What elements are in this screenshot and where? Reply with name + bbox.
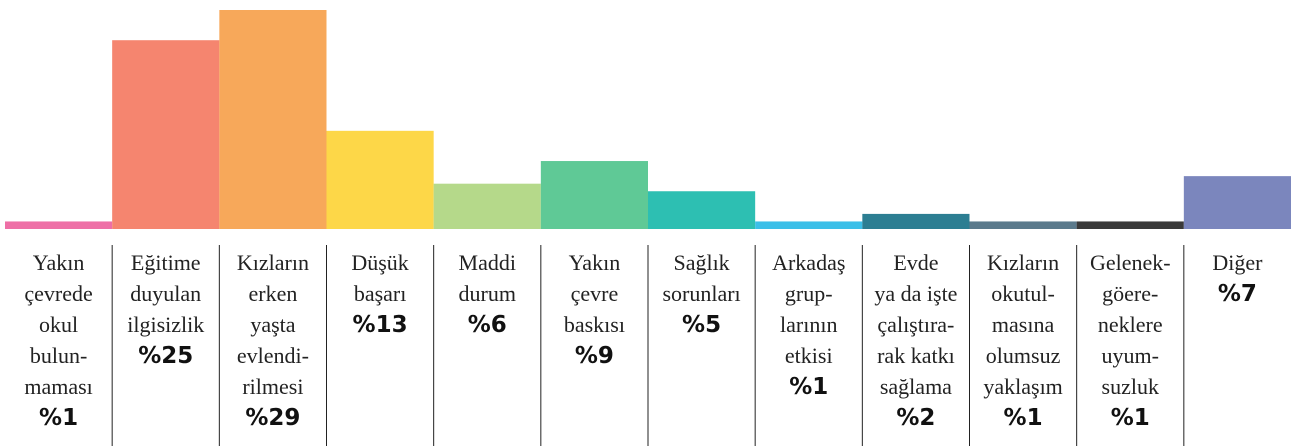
category-label: ya da işte	[874, 281, 957, 306]
value-label: %29	[245, 405, 300, 431]
bar	[540, 161, 648, 229]
value-label: %1	[1111, 405, 1150, 431]
category-label: uyum-	[1102, 343, 1159, 368]
value-label: %1	[789, 374, 828, 400]
category-label: yaklaşım	[983, 374, 1062, 399]
category-label: rak katkı	[877, 343, 955, 368]
category-label: olumsuz	[986, 343, 1061, 368]
category-label: Evde	[893, 250, 938, 275]
category-label: etkisi	[785, 343, 833, 368]
value-label: %2	[896, 405, 935, 431]
category-label: Gelenek-	[1090, 250, 1171, 275]
category-label: rilmesi	[242, 374, 303, 399]
category-label: maması	[24, 374, 92, 399]
bar	[1183, 176, 1291, 229]
bar	[433, 183, 541, 229]
category-label: Maddi	[459, 250, 516, 275]
category-label: göere-	[1102, 281, 1158, 306]
category-label: neklere	[1098, 312, 1163, 337]
category-label: çevrede	[24, 281, 92, 306]
category-label: bulun-	[30, 343, 87, 368]
bar	[326, 130, 434, 229]
category-label: başarı	[354, 281, 407, 306]
category-label: grup-	[785, 281, 833, 306]
category-label: çalıştıra-	[877, 312, 954, 337]
category-label: Kızların	[987, 250, 1059, 275]
category-label: Diğer	[1212, 250, 1263, 275]
value-label: %25	[138, 343, 193, 369]
bar	[648, 191, 756, 229]
category-label: suzluk	[1102, 374, 1159, 399]
category-label: çevre	[571, 281, 619, 306]
bar	[112, 40, 220, 230]
category-label: Yakın	[569, 250, 621, 275]
value-label: %13	[353, 312, 408, 338]
category-label: Yakın	[33, 250, 85, 275]
value-label: %7	[1218, 281, 1257, 307]
bar	[219, 10, 327, 229]
value-label: %5	[682, 312, 721, 338]
bar	[755, 221, 863, 229]
value-label: %9	[575, 343, 614, 369]
category-label: larının	[780, 312, 837, 337]
bar	[969, 221, 1077, 229]
category-label: Arkadaş	[772, 250, 845, 275]
category-label: erken	[248, 281, 297, 306]
category-label: ilgisizlik	[127, 312, 204, 337]
category-label: Kızların	[237, 250, 309, 275]
bar	[1076, 221, 1184, 229]
bar	[5, 221, 113, 229]
category-label: Eğitime	[131, 250, 201, 275]
category-label: duyulan	[130, 281, 201, 306]
category-label: baskısı	[564, 312, 625, 337]
value-label: %6	[468, 312, 507, 338]
category-label: sağlama	[880, 374, 952, 399]
category-label: okul	[39, 312, 78, 337]
bar	[862, 213, 970, 229]
category-label: evlendi-	[237, 343, 309, 368]
category-label: durum	[459, 281, 516, 306]
value-label: %1	[1004, 405, 1043, 431]
category-label: okutul-	[991, 281, 1055, 306]
value-label: %1	[39, 405, 78, 431]
category-label: Sağlık	[673, 250, 729, 275]
category-label: yaşta	[250, 312, 295, 337]
category-label: Düşük	[351, 250, 408, 275]
category-label: masına	[992, 312, 1055, 337]
category-label: sorunları	[662, 281, 740, 306]
